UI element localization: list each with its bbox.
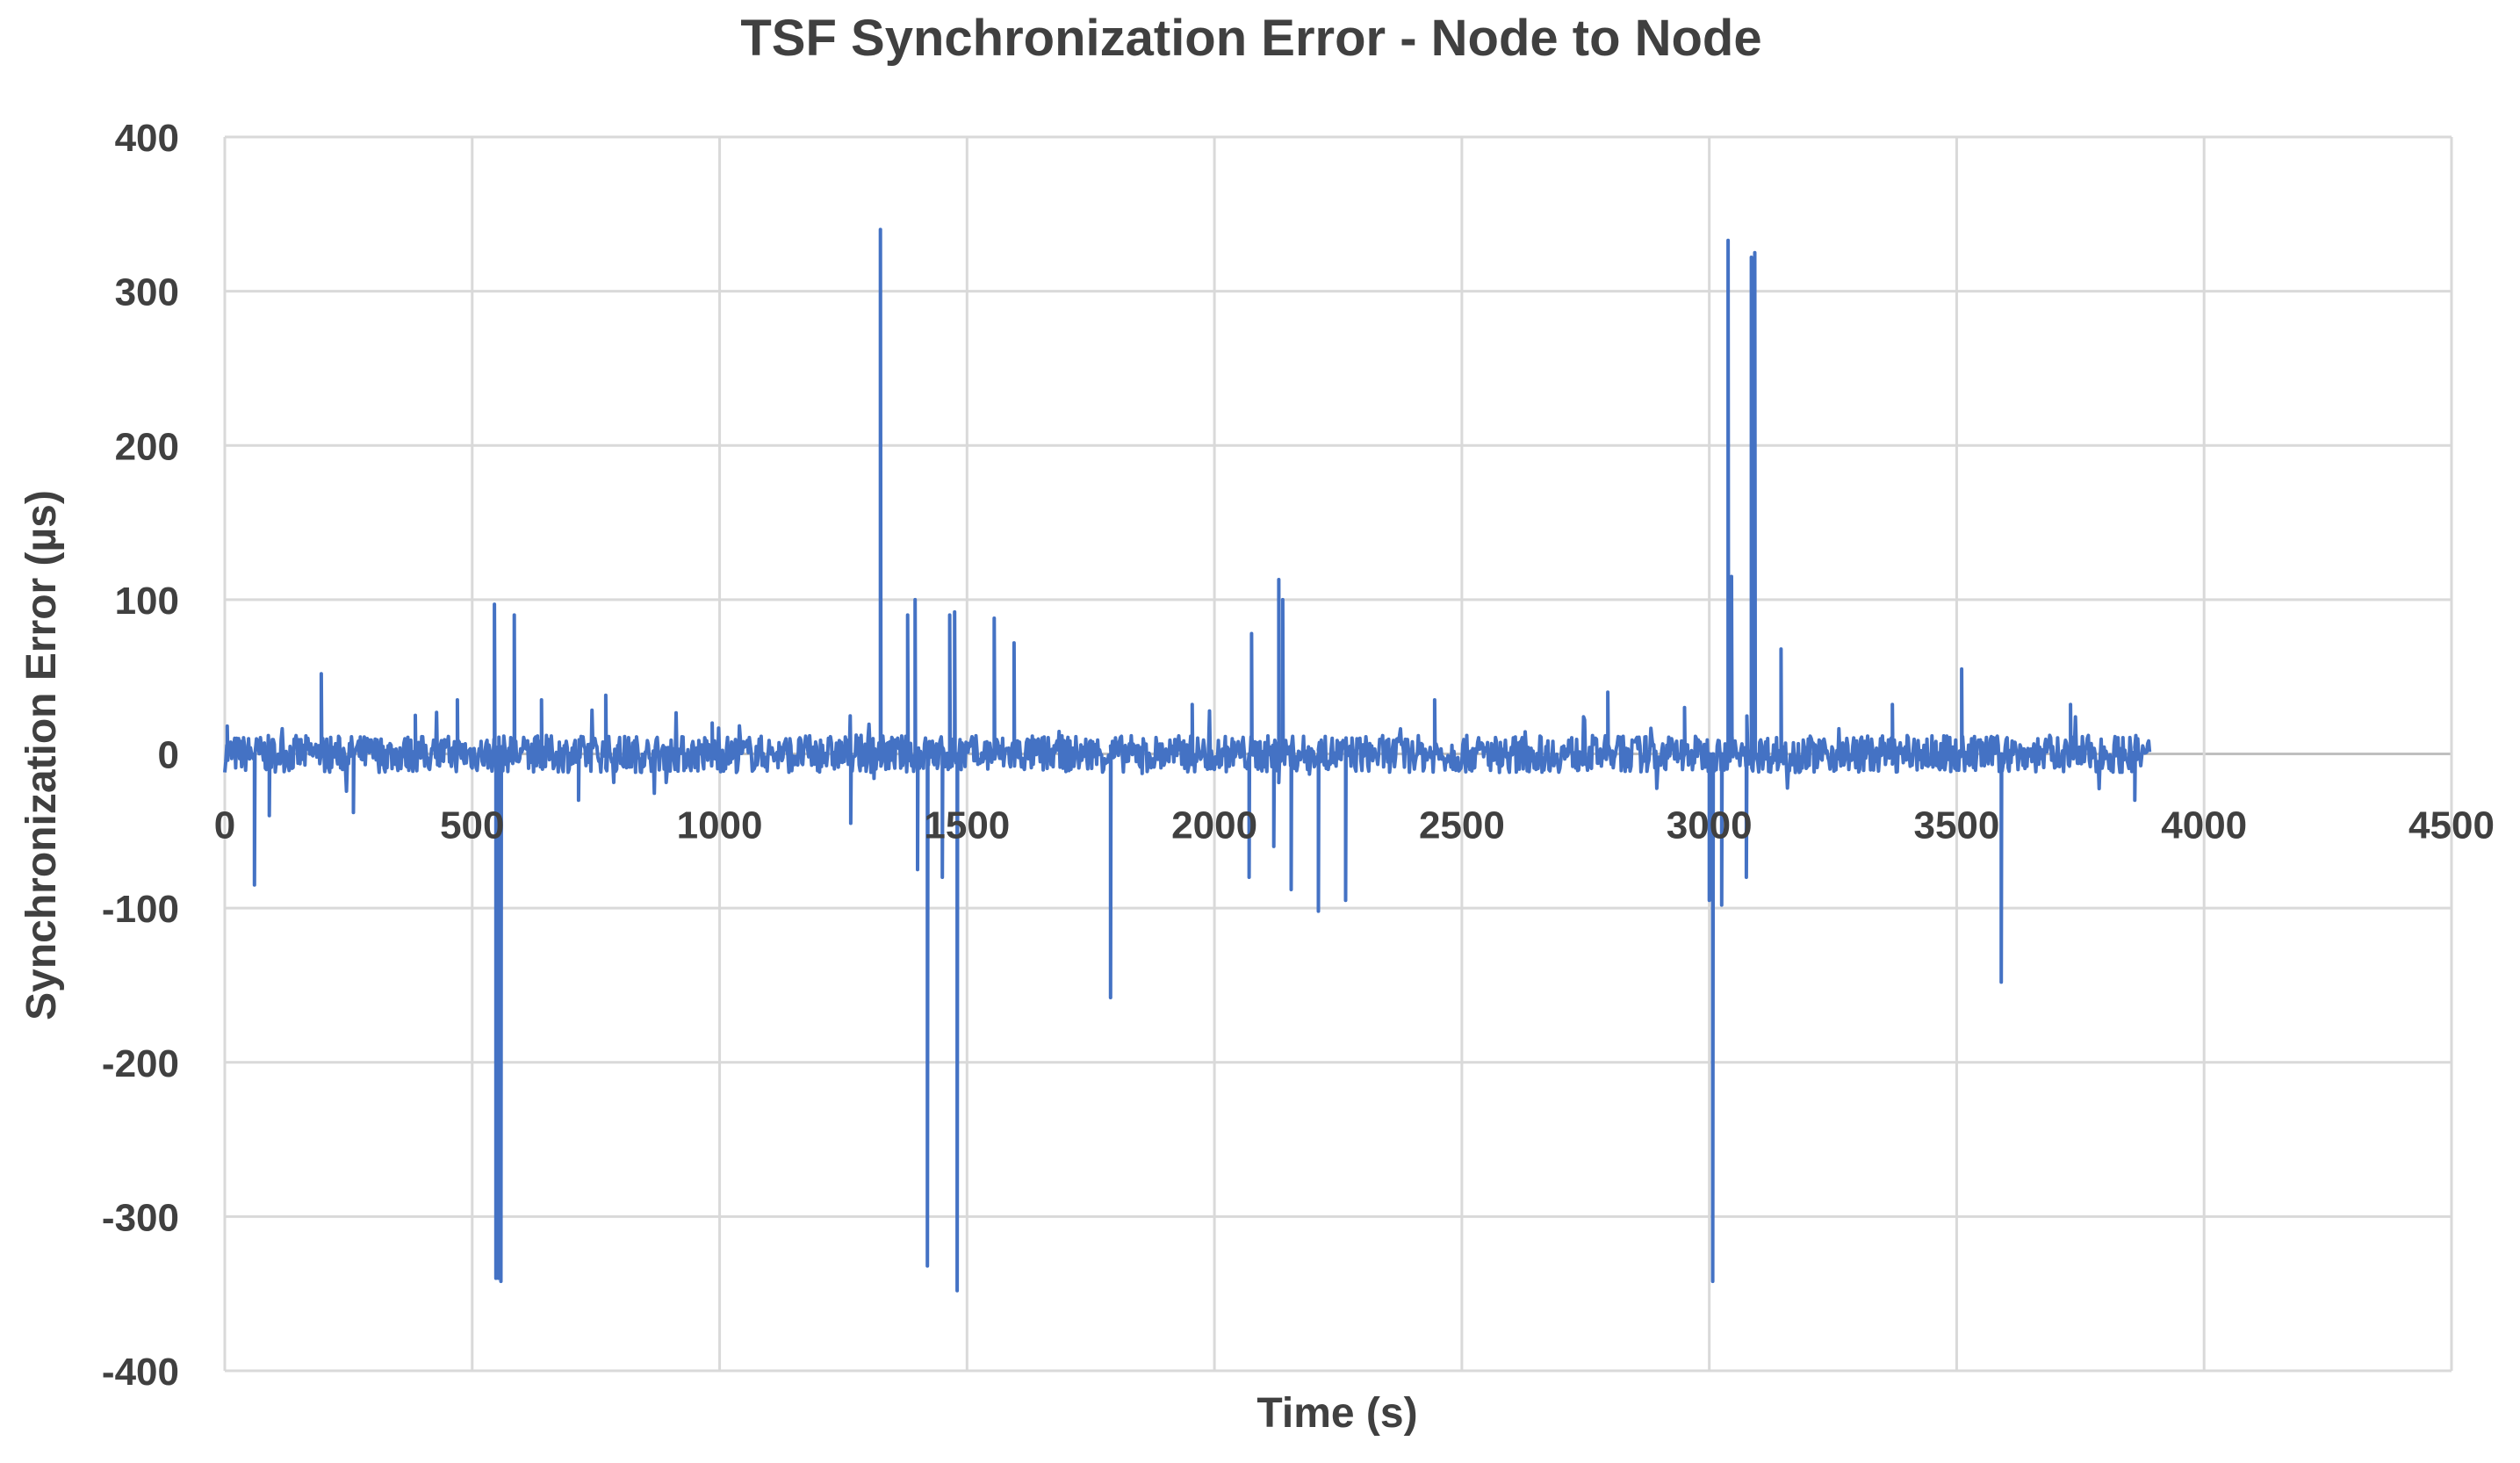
y-tick-label: -200 (102, 1042, 179, 1085)
y-axis-ticks: 400 300 200 100 0 -100 -200 -300 -400 (102, 117, 179, 1394)
x-axis-label: Time (s) (1256, 1390, 1417, 1437)
y-tick-label: -300 (102, 1196, 179, 1239)
y-tick-label: -400 (102, 1351, 179, 1394)
y-tick-label: 200 (115, 425, 179, 468)
y-tick-label: 400 (115, 117, 179, 160)
x-tick-label: 2000 (1171, 804, 1257, 847)
series-group (223, 227, 2152, 1293)
y-tick-label: -100 (102, 888, 179, 931)
y-axis-label: Synchronization Error (µs) (18, 490, 65, 1020)
x-tick-label: 4000 (2161, 804, 2247, 847)
x-tick-label: 1000 (677, 804, 763, 847)
x-tick-label: 1500 (924, 804, 1010, 847)
x-tick-label: 500 (440, 804, 504, 847)
y-tick-label: 300 (115, 271, 179, 314)
y-tick-label: 100 (115, 580, 179, 623)
x-tick-label: 4500 (2408, 804, 2495, 847)
x-tick-label: 3500 (1913, 804, 1999, 847)
x-tick-label: 3000 (1667, 804, 1753, 847)
y-tick-label: 0 (158, 734, 179, 777)
series-line (223, 227, 2152, 1293)
x-tick-label: 2500 (1419, 804, 1505, 847)
x-axis-ticks: 0 500 1000 1500 2000 2500 3000 3500 4000 4500 (214, 804, 2495, 847)
x-tick-label: 0 (214, 804, 235, 847)
chart-title: TSF Synchronization Error - Node to Node (740, 10, 1761, 67)
